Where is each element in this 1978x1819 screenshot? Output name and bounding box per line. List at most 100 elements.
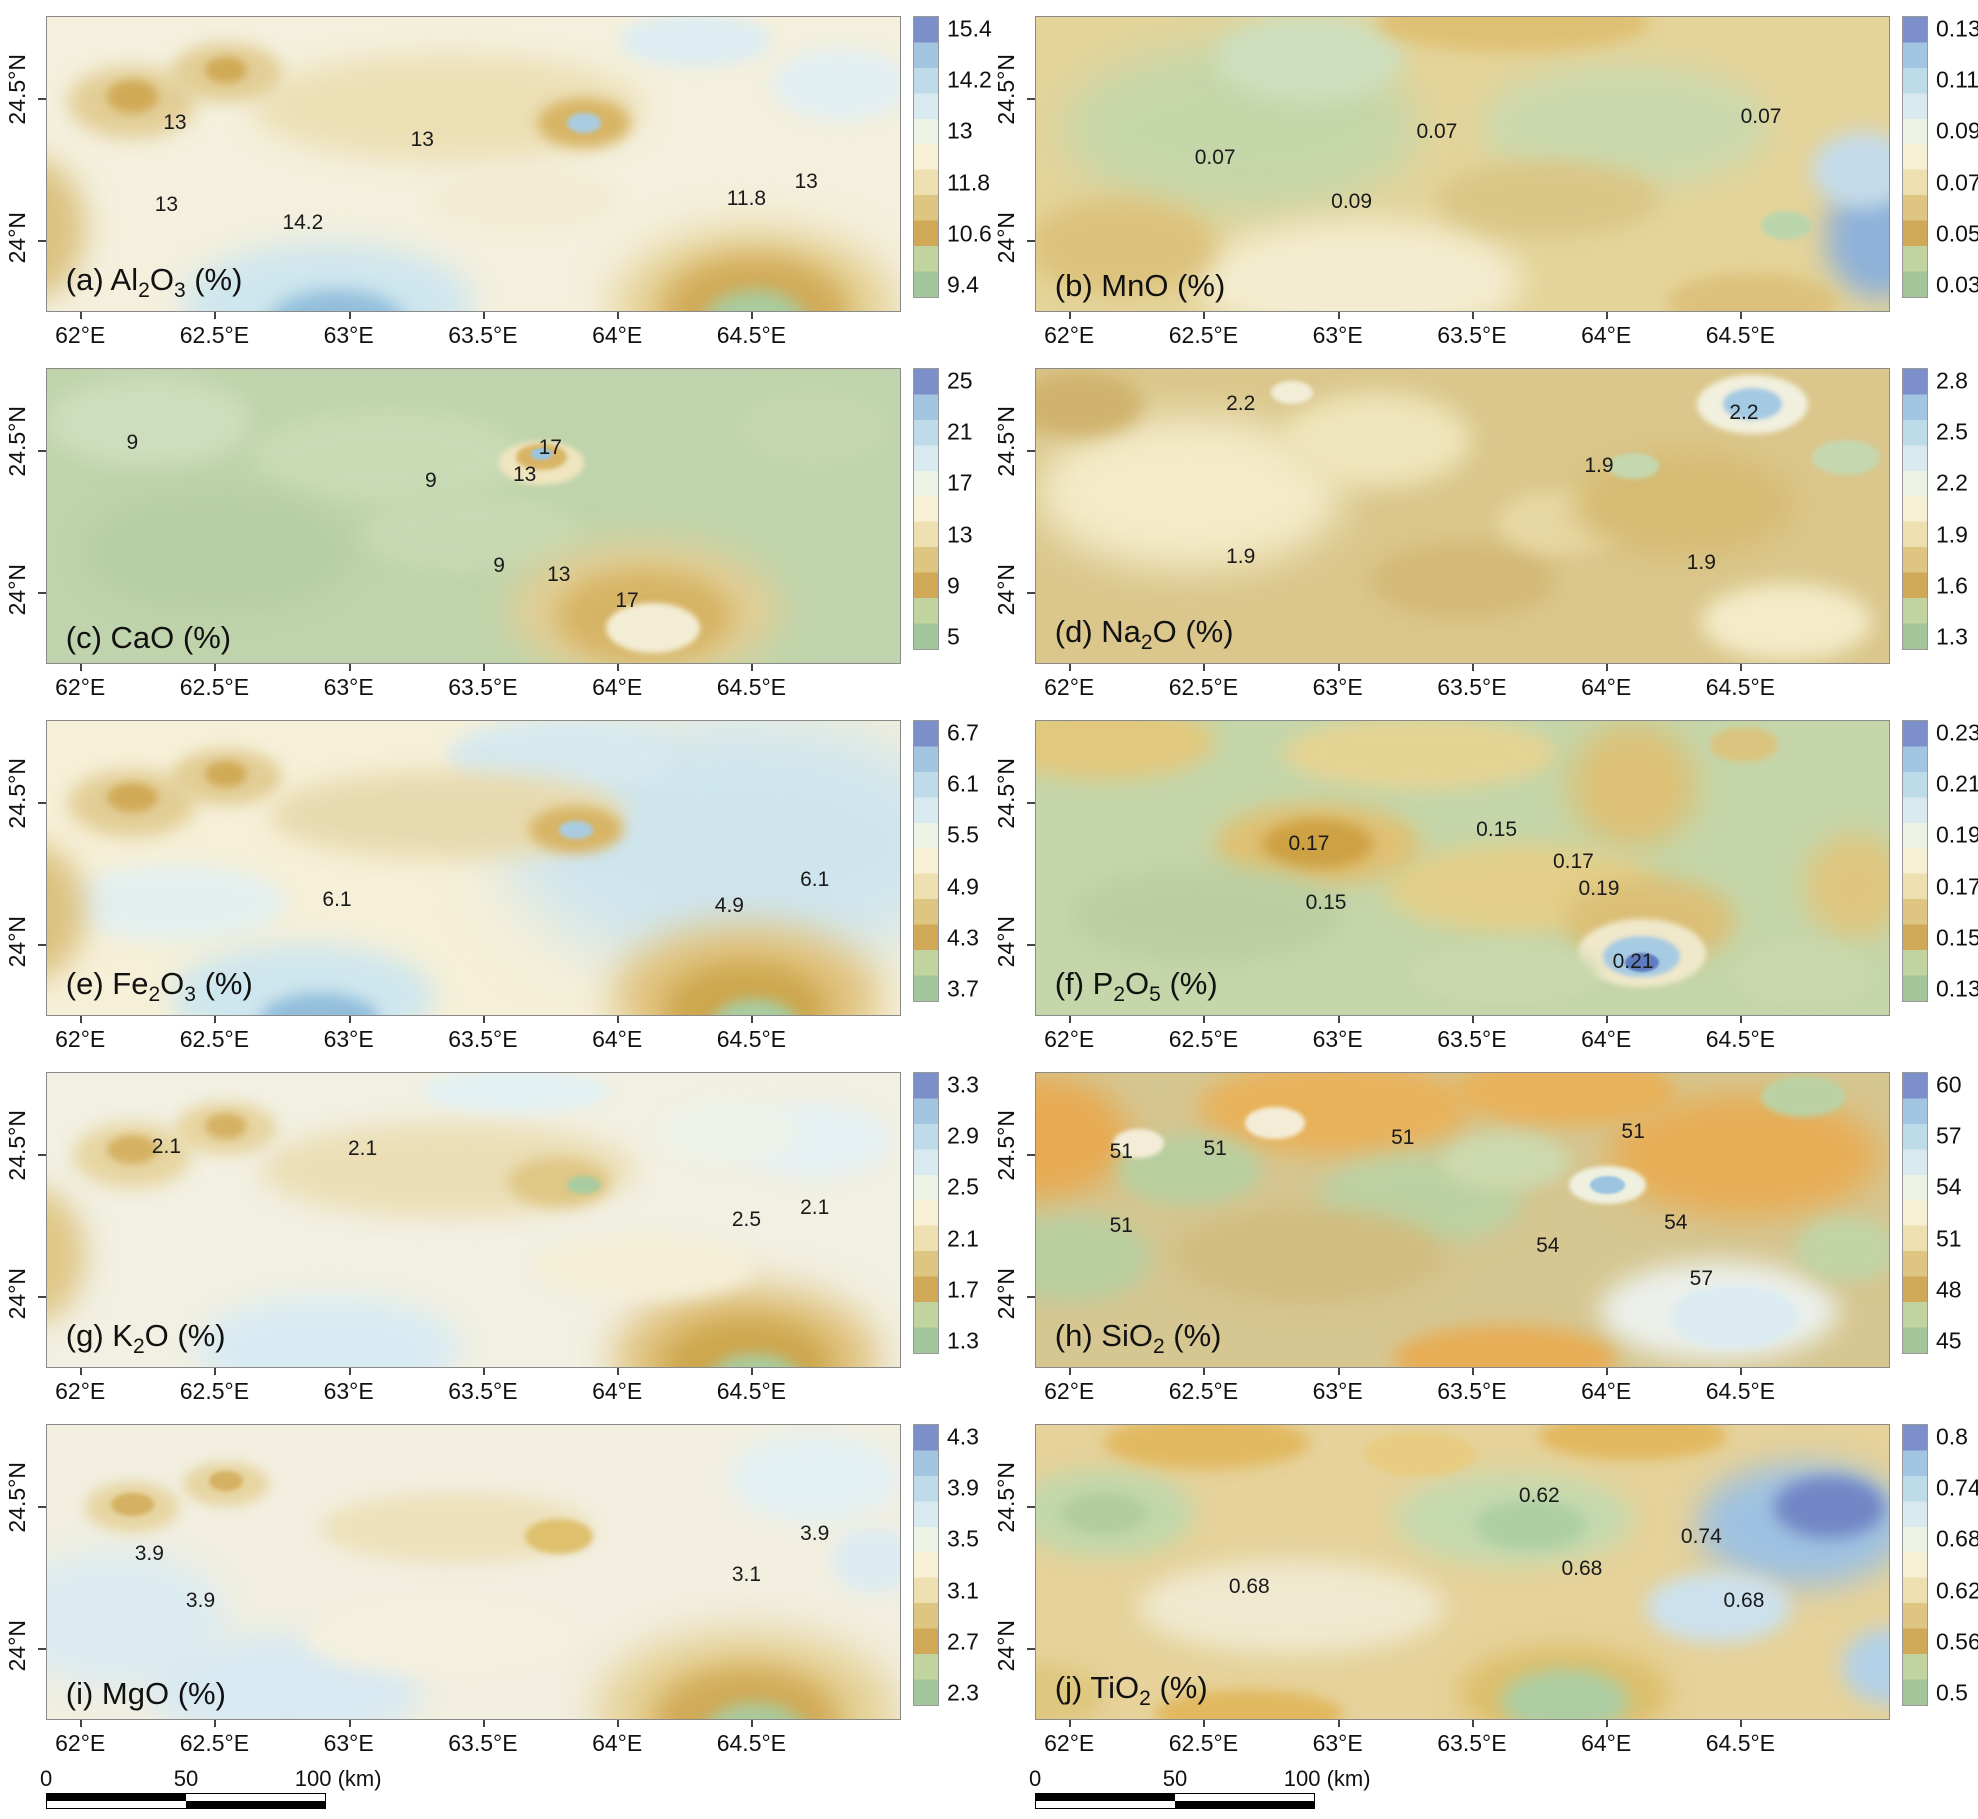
colorbar-tick-label: 4.9 bbox=[947, 873, 979, 900]
contour-region bbox=[1795, 1217, 1889, 1282]
contour-region bbox=[1283, 392, 1472, 487]
contour-label: 3.1 bbox=[731, 1562, 762, 1586]
x-tick-mark bbox=[482, 664, 485, 671]
x-tick-mark bbox=[1740, 664, 1743, 671]
x-tick-mark bbox=[214, 664, 217, 671]
colorbar: 60 57 54 51 48 45 bbox=[1890, 1072, 1978, 1410]
colorbar-tick-label: 1.6 bbox=[1936, 572, 1968, 599]
y-tick-label: 24°N bbox=[4, 916, 30, 968]
map-area: (g) K2O (%) 2.1 2.1 2.5 2.1 62°E 62.5°E 63°E 6… bbox=[46, 1072, 901, 1410]
x-tick-mark bbox=[1337, 664, 1340, 671]
colorbar-tick-label: 3.7 bbox=[947, 975, 979, 1002]
colorbar-tick-label: 2.9 bbox=[947, 1122, 979, 1149]
contour-region bbox=[1607, 452, 1659, 480]
colorbar-gradient bbox=[1902, 1424, 1928, 1706]
contour-label: 54 bbox=[1664, 1210, 1688, 1234]
colorbar-tick-label: 15.4 bbox=[947, 15, 992, 42]
y-axis: 24.5°N 24°N bbox=[989, 16, 1035, 354]
x-tick-label: 64°E bbox=[1581, 1378, 1632, 1404]
contour-region bbox=[204, 1112, 248, 1140]
x-tick-label: 62.5°E bbox=[179, 322, 250, 348]
contour-region bbox=[1411, 944, 1599, 1004]
contour-label: 6.1 bbox=[800, 867, 830, 891]
colorbar-tick-label: 0.23 bbox=[1936, 719, 1978, 746]
y-tick-mark bbox=[1027, 802, 1035, 804]
colorbar-tick-label: 10.6 bbox=[947, 220, 992, 247]
contour-label: 51 bbox=[1109, 1140, 1133, 1164]
contour-label: 13 bbox=[163, 110, 187, 134]
contour-region bbox=[1624, 952, 1659, 972]
contour-label: 11.8 bbox=[726, 187, 767, 211]
x-tick-label: 63.5°E bbox=[448, 322, 518, 348]
contour-region bbox=[831, 1527, 900, 1593]
y-tick-label: 24.5°N bbox=[993, 1462, 1019, 1533]
colorbar-tick-label: 0.13 bbox=[1936, 975, 1978, 1002]
colorbar-tick-label: 2.7 bbox=[947, 1628, 979, 1655]
colorbar-tick-label: 2.5 bbox=[947, 1173, 979, 1200]
contour-label: 13 bbox=[547, 562, 571, 586]
y-axis: 24.5°N 24°N bbox=[0, 368, 46, 706]
scale-segment bbox=[1036, 1801, 1175, 1808]
x-tick-label: 63.5°E bbox=[1437, 1378, 1507, 1404]
contour-region bbox=[204, 56, 248, 84]
contour-label: 0.68 bbox=[1561, 1557, 1603, 1581]
colorbar: 0.8 0.74 0.68 0.62 0.56 0.5 bbox=[1890, 1424, 1978, 1762]
scale-bar-left: 0 50 100 (km) bbox=[40, 1766, 466, 1809]
x-tick-label: 62°E bbox=[1044, 1026, 1095, 1052]
contour-region bbox=[106, 1134, 158, 1165]
contour-region bbox=[567, 1175, 602, 1194]
colorbar-tick-label: 4.3 bbox=[947, 924, 979, 951]
contour-label: 0.09 bbox=[1331, 190, 1373, 214]
x-tick-label: 63°E bbox=[323, 322, 374, 348]
y-tick-mark bbox=[1027, 450, 1035, 452]
x-tick-label: 64°E bbox=[1581, 1730, 1632, 1756]
x-tick-label: 64.5°E bbox=[716, 1026, 787, 1052]
scale-label-100km: 100 (km) bbox=[294, 1766, 382, 1791]
contour-label: 0.07 bbox=[1416, 119, 1458, 143]
x-tick-mark bbox=[1203, 664, 1206, 671]
contour-region bbox=[567, 112, 602, 134]
x-tick-label: 62.5°E bbox=[179, 674, 250, 700]
x-tick-label: 63.5°E bbox=[1437, 322, 1507, 348]
contour-label: 9 bbox=[425, 468, 437, 492]
panel-title: (a) Al2O3 (%) bbox=[65, 262, 243, 303]
x-tick-label: 64.5°E bbox=[1705, 1026, 1776, 1052]
contour-map: (h) SiO2 (%) 51 51 51 51 51 54 54 57 bbox=[1035, 1072, 1890, 1368]
colorbar: 4.3 3.9 3.5 3.1 2.7 2.3 bbox=[901, 1424, 989, 1762]
contour-region bbox=[1475, 1499, 1587, 1550]
contour-region bbox=[251, 410, 525, 505]
contour-region bbox=[1709, 726, 1779, 763]
colorbar-tick-label: 11.8 bbox=[947, 169, 991, 196]
panel-title: (j) TiO2 (%) bbox=[1054, 1670, 1208, 1711]
x-tick-mark bbox=[1337, 312, 1340, 319]
x-tick-label: 64°E bbox=[592, 674, 643, 700]
contour-label: 2.2 bbox=[1226, 392, 1256, 416]
map-area: (j) TiO2 (%) 0.62 0.74 0.68 0.68 0.68 62°E 62… bbox=[1035, 1424, 1890, 1762]
x-tick-label: 63°E bbox=[1312, 674, 1363, 700]
contour-label: 57 bbox=[1689, 1266, 1714, 1290]
colorbar-tick-label: 0.05 bbox=[1936, 220, 1978, 247]
contour-region bbox=[1671, 1284, 1800, 1350]
colorbar-tick-label: 5 bbox=[947, 623, 960, 650]
x-tick-label: 64.5°E bbox=[1705, 674, 1776, 700]
contour-label: 9 bbox=[126, 430, 139, 454]
contour-region bbox=[1036, 371, 1143, 437]
contour-region bbox=[1244, 1106, 1305, 1140]
y-tick-mark bbox=[38, 1648, 46, 1650]
map-panel-j: 24.5°N 24°N (j) TiO2 (%) 0.62 0.74 0.68 0.6… bbox=[989, 1410, 1978, 1762]
map-area: (c) CaO (%) 9 17 13 9 9 13 17 62°E 62.5°E 63°E 63… bbox=[46, 368, 901, 706]
x-tick-mark bbox=[1337, 1016, 1340, 1023]
x-tick-mark bbox=[482, 1016, 485, 1023]
y-tick-label: 24°N bbox=[4, 1620, 30, 1672]
x-tick-mark bbox=[617, 664, 620, 671]
left-column: 24.5°N 24°N (a) Al2O3 (%) 13 13 13 14.2 11.8… bbox=[0, 2, 992, 1809]
contour-map: (d) Na2O (%) 2.2 2.2 1.9 1.9 1.9 bbox=[1035, 368, 1890, 664]
contour-region bbox=[1773, 1476, 1885, 1539]
y-tick-mark bbox=[38, 450, 46, 452]
x-tick-label: 64.5°E bbox=[716, 1378, 787, 1404]
x-tick-mark bbox=[751, 312, 754, 319]
y-tick-mark bbox=[1027, 1154, 1035, 1156]
contour-region bbox=[1590, 1175, 1625, 1194]
x-axis: 62°E 62.5°E 63°E 63.5°E 64°E 64.5°E bbox=[1035, 664, 1890, 706]
y-tick-label: 24.5°N bbox=[4, 1462, 30, 1533]
